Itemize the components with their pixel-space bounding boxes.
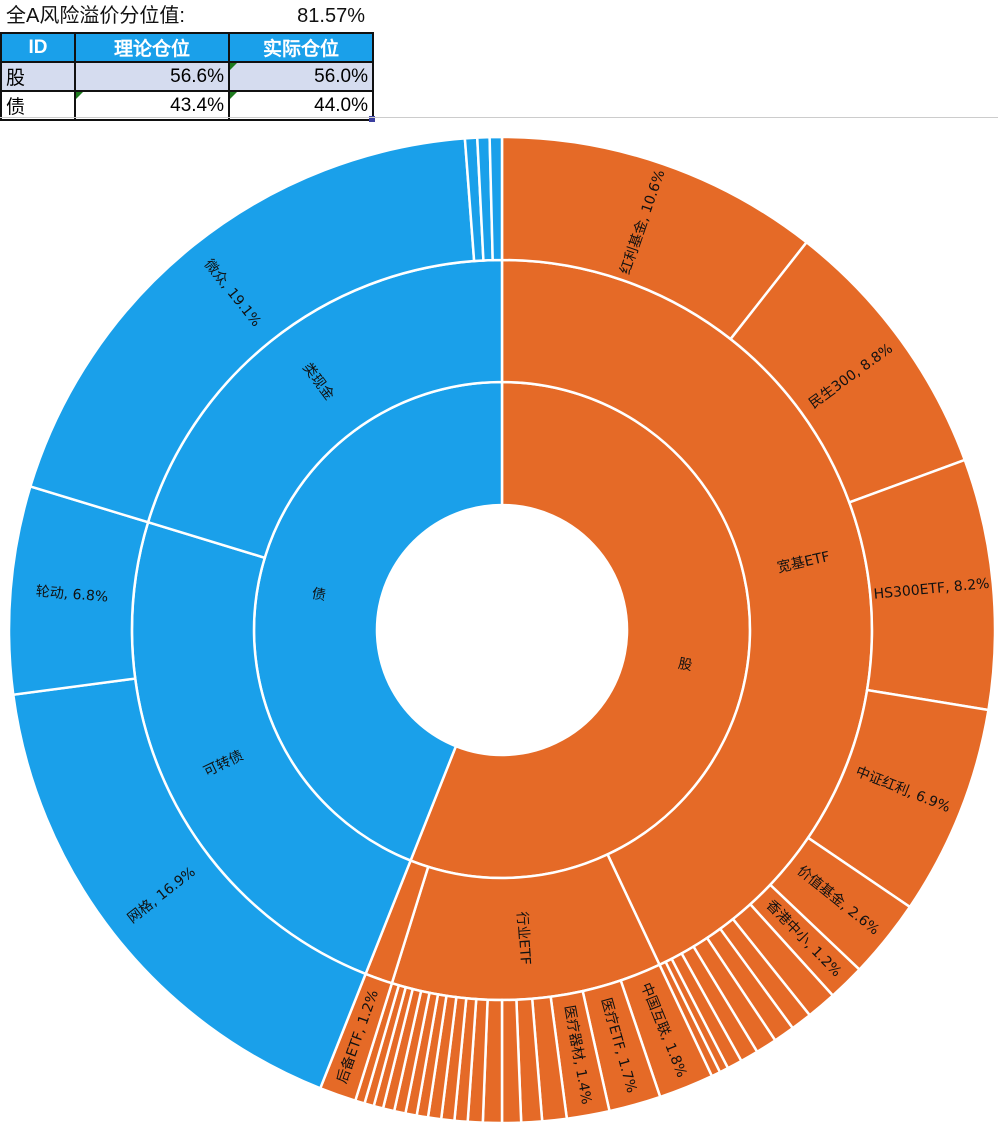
cell-id[interactable]: 股 <box>0 61 76 92</box>
cell-theory[interactable]: 56.6% <box>74 61 230 92</box>
sunburst-data-label: 债 <box>310 586 327 604</box>
table-row: 股 56.6% 56.0% <box>0 61 374 92</box>
fill-handle[interactable] <box>369 116 375 122</box>
cell-actual[interactable]: 44.0% <box>228 90 375 122</box>
error-indicator-icon <box>230 92 237 99</box>
cell-id[interactable]: 债 <box>0 90 76 121</box>
error-indicator-icon <box>230 63 237 70</box>
header-theory[interactable]: 理论仓位 <box>74 32 230 63</box>
sunburst-data-label: 行业ETF <box>513 911 533 965</box>
table-row: 债 43.4% 44.0% <box>0 90 375 122</box>
cell-theory[interactable]: 43.4% <box>74 90 230 121</box>
risk-premium-row: 全A风险溢价分位值: 81.57% <box>0 0 371 32</box>
sunburst-data-label: 股 <box>677 656 694 674</box>
risk-premium-value[interactable]: 81.57% <box>297 5 365 27</box>
cell-actual[interactable]: 56.0% <box>228 61 374 92</box>
allocation-table: ID 理论仓位 实际仓位 股 56.6% 56.0% 债 43.4% 44.0% <box>0 32 375 122</box>
header-id[interactable]: ID <box>0 32 76 63</box>
error-indicator-icon <box>76 92 83 99</box>
risk-premium-label: 全A风险溢价分位值: <box>6 5 185 27</box>
sunburst-leaf-segment[interactable] <box>488 135 504 262</box>
table-header-row: ID 理论仓位 实际仓位 <box>0 32 374 63</box>
cell-theory-value: 43.4% <box>170 94 224 116</box>
sunburst-data-label: 轮动, 6.8% <box>35 584 109 606</box>
header-actual[interactable]: 实际仓位 <box>228 32 374 63</box>
cell-actual-value: 44.0% <box>314 94 368 116</box>
sunburst-leaf-segment[interactable] <box>500 998 523 1125</box>
sheet-gridline <box>0 117 998 118</box>
cell-actual-value: 56.0% <box>314 65 368 87</box>
